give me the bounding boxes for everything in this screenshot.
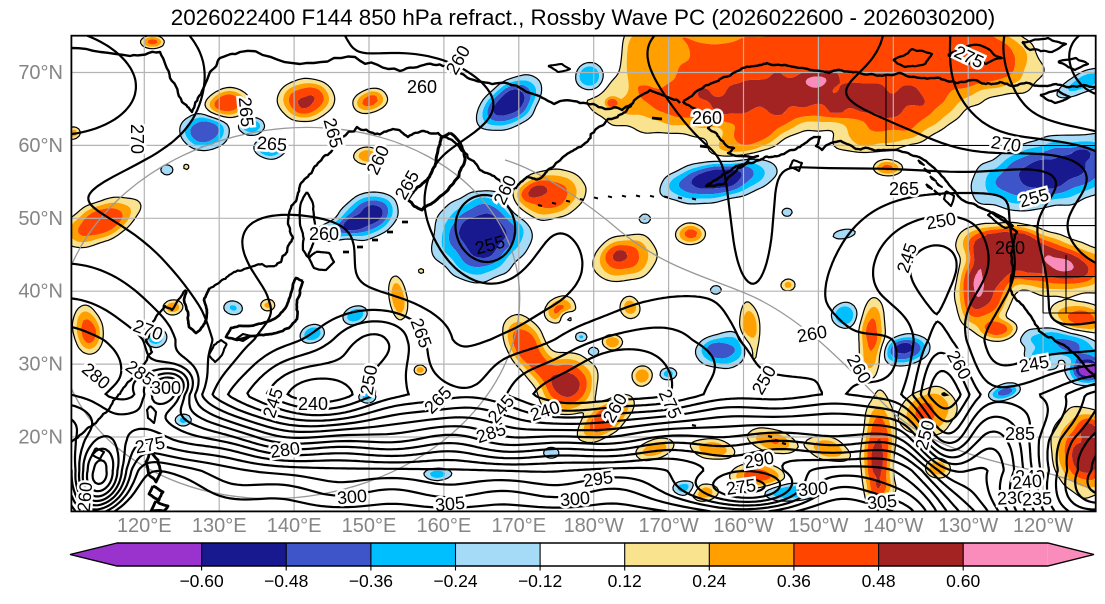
svg-text:300: 300 — [559, 488, 591, 511]
svg-text:265: 265 — [889, 179, 919, 199]
svg-text:270: 270 — [990, 132, 1023, 156]
svg-text:300: 300 — [797, 478, 829, 501]
svg-text:−0.48: −0.48 — [264, 571, 308, 591]
svg-text:0.12: 0.12 — [608, 571, 642, 591]
svg-text:60°N: 60°N — [18, 135, 63, 157]
svg-text:130°W: 130°W — [938, 515, 998, 537]
svg-text:30°N: 30°N — [18, 354, 63, 376]
svg-text:120°E: 120°E — [117, 515, 172, 537]
svg-text:70°N: 70°N — [18, 62, 63, 84]
svg-text:2026022400 F144 850 hPa refrac: 2026022400 F144 850 hPa refract., Rossby… — [171, 5, 995, 30]
svg-text:240: 240 — [1015, 467, 1045, 487]
svg-text:140°W: 140°W — [863, 515, 923, 537]
svg-text:300: 300 — [336, 486, 368, 509]
svg-text:0.60: 0.60 — [946, 571, 980, 591]
svg-text:50°N: 50°N — [18, 208, 63, 230]
svg-text:240: 240 — [1011, 471, 1043, 494]
svg-text:285: 285 — [1005, 424, 1035, 444]
svg-text:300: 300 — [151, 378, 181, 398]
svg-text:160°W: 160°W — [713, 515, 773, 537]
svg-text:265: 265 — [256, 133, 288, 156]
svg-text:260: 260 — [407, 77, 437, 97]
svg-text:40°N: 40°N — [18, 281, 63, 303]
svg-text:260: 260 — [309, 224, 339, 244]
svg-text:260: 260 — [995, 238, 1025, 258]
svg-text:150°E: 150°E — [342, 515, 397, 537]
svg-text:0.36: 0.36 — [777, 571, 811, 591]
svg-text:305: 305 — [434, 493, 466, 516]
svg-text:260: 260 — [692, 108, 722, 128]
svg-text:180°W: 180°W — [564, 515, 624, 537]
svg-text:235: 235 — [1021, 488, 1052, 510]
svg-text:250: 250 — [357, 363, 382, 396]
svg-text:0.24: 0.24 — [692, 571, 726, 591]
svg-text:170°W: 170°W — [638, 515, 698, 537]
svg-text:265: 265 — [235, 96, 258, 128]
svg-text:280: 280 — [269, 438, 302, 462]
svg-text:240: 240 — [298, 394, 328, 414]
svg-text:0.48: 0.48 — [862, 571, 896, 591]
svg-text:150°W: 150°W — [788, 515, 848, 537]
svg-text:275: 275 — [725, 475, 758, 499]
svg-text:−0.60: −0.60 — [179, 571, 224, 591]
svg-text:230: 230 — [996, 487, 1027, 509]
svg-text:260: 260 — [74, 481, 97, 513]
svg-text:−0.24: −0.24 — [433, 571, 478, 591]
svg-text:−0.12: −0.12 — [518, 571, 562, 591]
svg-text:170°E: 170°E — [491, 515, 546, 537]
svg-text:305: 305 — [866, 491, 898, 514]
svg-text:140°E: 140°E — [267, 515, 322, 537]
svg-text:270: 270 — [127, 124, 147, 154]
svg-text:120°W: 120°W — [1013, 515, 1073, 537]
svg-text:160°E: 160°E — [417, 515, 472, 537]
svg-text:20°N: 20°N — [18, 427, 63, 449]
svg-text:−0.36: −0.36 — [349, 571, 393, 591]
svg-text:130°E: 130°E — [192, 515, 247, 537]
